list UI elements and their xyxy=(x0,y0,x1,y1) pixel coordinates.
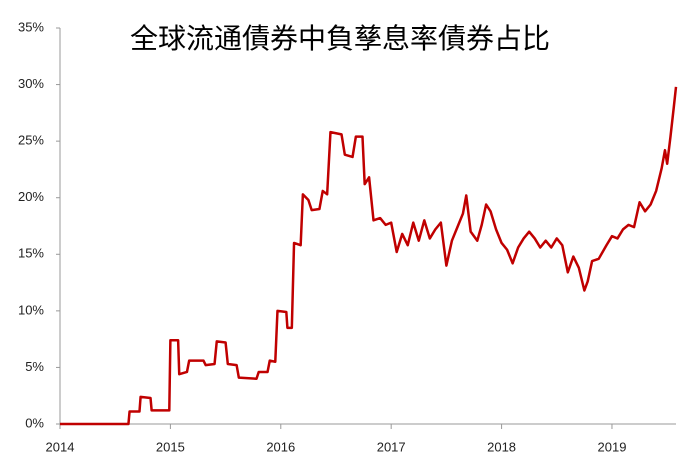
chart-title: 全球流通債券中負孳息率債券占比 xyxy=(130,22,550,55)
y-tick-label: 35% xyxy=(18,19,44,34)
data-line xyxy=(60,86,678,426)
x-tick-label: 2016 xyxy=(266,439,295,454)
x-tick-label: 2017 xyxy=(377,439,406,454)
x-tick-label: 2018 xyxy=(487,439,516,454)
x-tick-label: 2019 xyxy=(598,439,627,454)
y-tick-label: 5% xyxy=(25,359,44,374)
y-tick-label: 0% xyxy=(25,415,44,430)
x-tick-label: 2014 xyxy=(46,439,75,454)
y-tick-label: 10% xyxy=(18,302,44,317)
y-tick-label: 25% xyxy=(18,133,44,148)
x-tick-label: 2015 xyxy=(156,439,185,454)
y-tick-label: 15% xyxy=(18,246,44,261)
y-tick-label: 30% xyxy=(18,76,44,91)
y-tick-label: 20% xyxy=(18,189,44,204)
